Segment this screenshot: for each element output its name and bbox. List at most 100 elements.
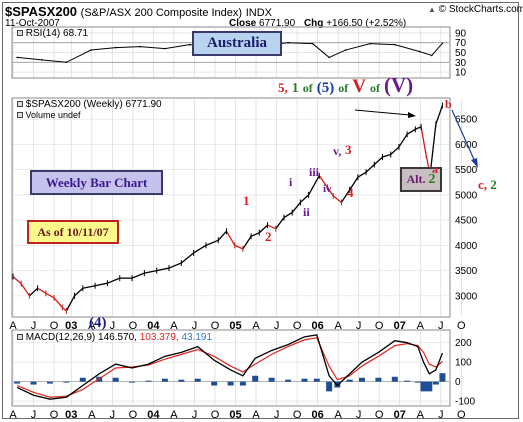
wave-count-text: 5, 1 of (5) of V of (V) xyxy=(278,73,414,97)
volume-legend-icon xyxy=(17,112,23,118)
price-segment xyxy=(258,224,268,234)
macd-y-tick: 100 xyxy=(455,358,472,369)
price-x-tick: J xyxy=(356,320,362,332)
wave-label-1: 1 xyxy=(243,193,250,208)
macd-histogram-bar xyxy=(211,381,218,386)
price-segment xyxy=(250,232,260,237)
macd-panel xyxy=(11,329,451,407)
macd-histogram-bar xyxy=(420,381,427,392)
macd-legend-icon xyxy=(17,334,23,340)
triangle-icon: ▲ xyxy=(428,5,436,14)
price-x-tick: O xyxy=(211,320,220,332)
price-segment xyxy=(45,292,55,299)
price-segment xyxy=(435,105,444,125)
macd-label: MACD(12,26,9) 146.570, 103.379, 43.191 xyxy=(17,333,212,343)
price-segment xyxy=(318,175,329,188)
rsi-point xyxy=(418,50,421,53)
price-segment xyxy=(291,202,301,213)
price-segment xyxy=(156,267,170,272)
rsi-label: RSI(14) 68.71 xyxy=(17,29,88,39)
price-segment xyxy=(340,189,351,203)
price-segment xyxy=(74,287,84,297)
macd-histogram-bar xyxy=(30,381,37,385)
price-segment xyxy=(94,282,108,287)
macd-x-tick: J xyxy=(274,409,280,421)
price-segment xyxy=(180,252,195,264)
macd-x-tick: O xyxy=(293,409,302,421)
rsi-point xyxy=(369,42,371,45)
price-legend-icon xyxy=(17,101,23,107)
price-y-tick: 3500 xyxy=(455,266,478,277)
price-x-tick: O xyxy=(129,320,138,332)
price-segment xyxy=(131,272,145,279)
macd-x-tick: O xyxy=(50,409,59,421)
price-segment xyxy=(406,128,416,135)
price-segment xyxy=(267,224,277,230)
price-segment xyxy=(415,126,422,130)
price-y-tick: 3000 xyxy=(455,291,478,302)
macd-histogram-bar xyxy=(326,381,333,392)
count-pointer-arrowhead xyxy=(408,112,416,118)
macd-histogram-bar xyxy=(252,375,259,382)
macd-histogram-bar xyxy=(79,377,86,382)
rsi-y-tick: 50 xyxy=(455,48,467,59)
rsi-y-tick: 10 xyxy=(455,68,467,79)
australia-box: Australia xyxy=(192,31,282,56)
alt-count-box: Alt. 2 xyxy=(400,167,442,192)
price-segment xyxy=(308,175,320,196)
price-segment xyxy=(283,211,293,219)
forecast-arrow xyxy=(451,109,477,165)
price-segment xyxy=(20,283,30,297)
price-y-tick: 4500 xyxy=(455,216,478,227)
rsi-y-tick: 70 xyxy=(455,38,467,49)
macd-x-tick: A xyxy=(9,409,17,421)
price-x-tick: 07 xyxy=(394,320,406,332)
price-panel xyxy=(11,97,451,318)
price-segment xyxy=(275,217,285,230)
macd-histogram-bar xyxy=(432,381,439,385)
rsi-point xyxy=(311,42,314,45)
macd-histogram-bar xyxy=(46,381,53,384)
rsi-point xyxy=(188,43,191,46)
macd-histogram-bar xyxy=(426,381,433,392)
wave-label-iii: iii xyxy=(309,165,320,179)
price-segment xyxy=(53,297,63,308)
wave-label-i: i xyxy=(289,175,293,189)
macd-x-tick: A xyxy=(252,409,260,421)
macd-histogram-bar xyxy=(346,379,353,382)
price-segment xyxy=(299,194,310,203)
macd-histogram-bar xyxy=(375,377,382,382)
macd-histogram-bar xyxy=(178,379,185,382)
volume-label: Volume undef xyxy=(17,111,81,120)
macd-x-tick: O xyxy=(375,409,384,421)
macd-histogram-bar xyxy=(14,381,21,384)
price-y-tick: 6000 xyxy=(455,140,478,151)
macd-line xyxy=(16,334,444,400)
price-segment xyxy=(193,244,207,254)
price-segment xyxy=(373,156,383,166)
macd-x-tick: A xyxy=(417,409,425,421)
macd-signal-line xyxy=(16,337,443,398)
rsi-point xyxy=(344,49,347,51)
close-readout: Close 6771.90 Chg +166.50 (+2.52%) xyxy=(229,18,407,29)
chart-frame xyxy=(2,2,519,419)
macd-histogram-bar xyxy=(313,378,320,382)
rsi-point xyxy=(394,43,396,46)
price-x-tick: O xyxy=(50,320,59,332)
wave-label-big-4: (4) xyxy=(89,315,107,331)
macd-histogram-bar xyxy=(268,377,275,382)
macd-x-tick: O xyxy=(457,409,466,421)
price-x-tick: 04 xyxy=(147,320,160,332)
macd-histogram-bar xyxy=(239,381,246,386)
macd-histogram-bar xyxy=(194,378,201,382)
price-x-tick: J xyxy=(110,320,116,332)
chart-date: 11-Oct-2007 xyxy=(5,18,60,29)
macd-histogram-bar xyxy=(227,381,234,386)
rsi-y-tick: 90 xyxy=(455,28,467,39)
macd-histogram-bar xyxy=(414,381,421,383)
price-segment xyxy=(225,230,236,246)
macd-x-tick: 03 xyxy=(65,409,77,421)
wave-label-b: b xyxy=(445,97,452,111)
price-segment xyxy=(357,171,367,178)
